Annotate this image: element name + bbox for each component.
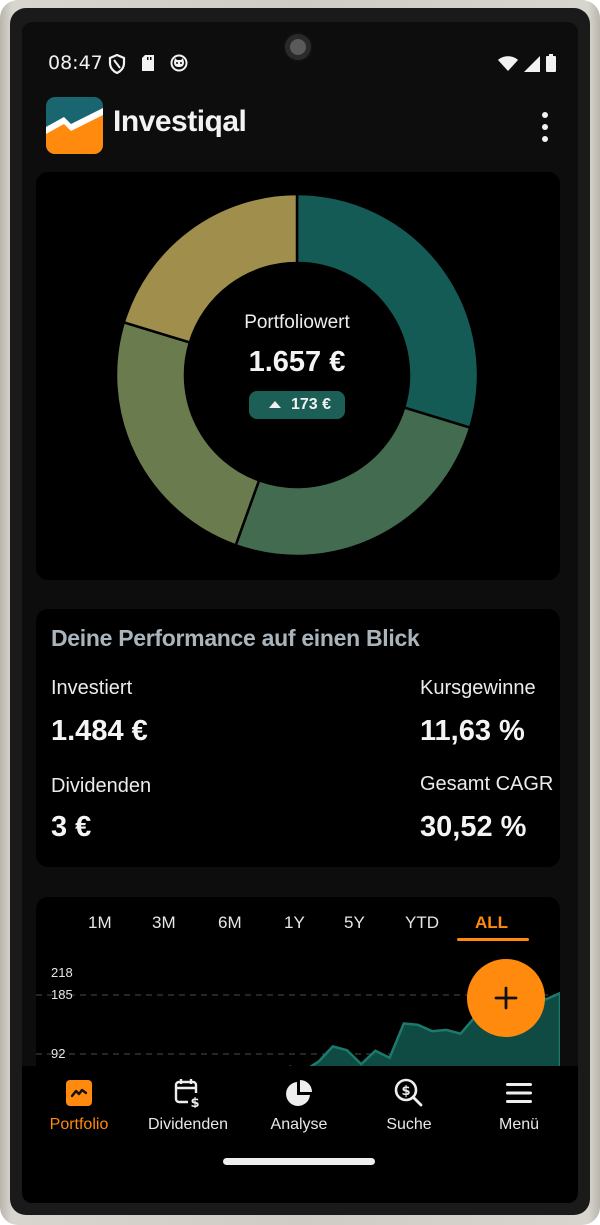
tab-3m[interactable]: 3M	[152, 913, 176, 932]
nav-menu[interactable]: Menü	[464, 1078, 574, 1134]
allocation-donut-chart[interactable]: Portfoliowert 1.657 € 173 €	[114, 192, 480, 558]
bottom-navigation: Portfolio $ Dividenden Analyse $ Suche M…	[22, 1066, 578, 1203]
nav-label-portfolio: Portfolio	[49, 1116, 109, 1133]
nav-search[interactable]: $ Suche	[354, 1078, 464, 1134]
portfolio-value-card[interactable]: Portfoliowert 1.657 € 173 €	[36, 172, 560, 580]
y-tick-185: 185	[51, 987, 73, 1002]
more-vert-icon[interactable]	[538, 112, 552, 142]
invested-value: 1.484 €	[51, 715, 148, 747]
nav-label-search: Suche	[386, 1116, 432, 1133]
arrow-up-icon	[268, 401, 281, 408]
wifi-icon	[498, 56, 518, 76]
nav-analysis[interactable]: Analyse	[244, 1078, 354, 1134]
tab-5y[interactable]: 5Y	[344, 913, 365, 932]
search-dollar-icon: $	[394, 1078, 424, 1108]
home-indicator[interactable]	[223, 1158, 375, 1165]
status-time: 08:47	[48, 52, 103, 74]
shield-icon	[108, 53, 126, 78]
app-logo	[46, 97, 103, 154]
plus-icon	[494, 986, 518, 1010]
donut-segments[interactable]	[114, 192, 480, 558]
y-tick-218: 218	[51, 965, 73, 980]
performance-card: Deine Performance auf einen Blick Invest…	[36, 609, 560, 867]
tab-1m[interactable]: 1M	[88, 913, 112, 932]
add-transaction-button[interactable]	[467, 959, 545, 1037]
invested-label: Investiert	[51, 677, 133, 699]
price-gains-label: Kursgewinne	[420, 677, 536, 699]
front-camera	[285, 34, 311, 60]
nav-dividends[interactable]: $ Dividenden	[133, 1078, 243, 1134]
tab-1y[interactable]: 1Y	[284, 913, 305, 932]
dividends-value: 3 €	[51, 811, 92, 843]
portfolio-change-badge: 173 €	[248, 390, 346, 419]
sd-card-icon	[141, 54, 155, 76]
portfolio-chart-icon	[64, 1078, 94, 1108]
y-tick-92: 92	[51, 1046, 66, 1061]
price-gains-value: 11,63 %	[420, 715, 525, 747]
nav-portfolio[interactable]: Portfolio	[24, 1078, 134, 1134]
app-bar: Investiqal	[22, 92, 578, 164]
cat-face-icon	[170, 54, 188, 76]
tab-ytd[interactable]: YTD	[405, 913, 439, 932]
nav-label-menu: Menü	[498, 1116, 540, 1133]
cagr-label: Gesamt CAGR	[420, 773, 554, 795]
hamburger-menu-icon	[504, 1078, 534, 1108]
tab-6m[interactable]: 6M	[218, 913, 242, 932]
status-bar: 08:47	[22, 22, 578, 102]
pie-chart-icon	[284, 1078, 314, 1108]
dividends-label: Dividenden	[51, 775, 152, 797]
range-tabs: 1M 3M 6M 1Y 5Y YTD ALL	[76, 913, 546, 945]
portfolio-value: 1.657 €	[248, 345, 346, 378]
phone-screen: 08:47	[22, 22, 578, 1203]
portfolio-change-value: 173 €	[290, 395, 332, 413]
active-tab-indicator	[457, 938, 529, 941]
svg-text:$: $	[190, 1096, 199, 1108]
app-title: Investiqal	[113, 105, 247, 138]
performance-title: Deine Performance auf einen Blick	[51, 625, 420, 651]
nav-label-dividends: Dividenden	[147, 1116, 229, 1133]
calendar-dollar-icon: $	[173, 1078, 203, 1108]
svg-text:$: $	[401, 1084, 410, 1099]
nav-label-analysis: Analyse	[270, 1116, 328, 1133]
portfolio-value-label: Portfoliowert	[244, 311, 350, 333]
cagr-value: 30,52 %	[420, 811, 527, 843]
donut-center: Portfoliowert 1.657 € 173 €	[115, 193, 479, 557]
battery-icon	[546, 54, 556, 76]
cell-signal-icon	[524, 56, 540, 76]
tab-all[interactable]: ALL	[475, 913, 509, 932]
